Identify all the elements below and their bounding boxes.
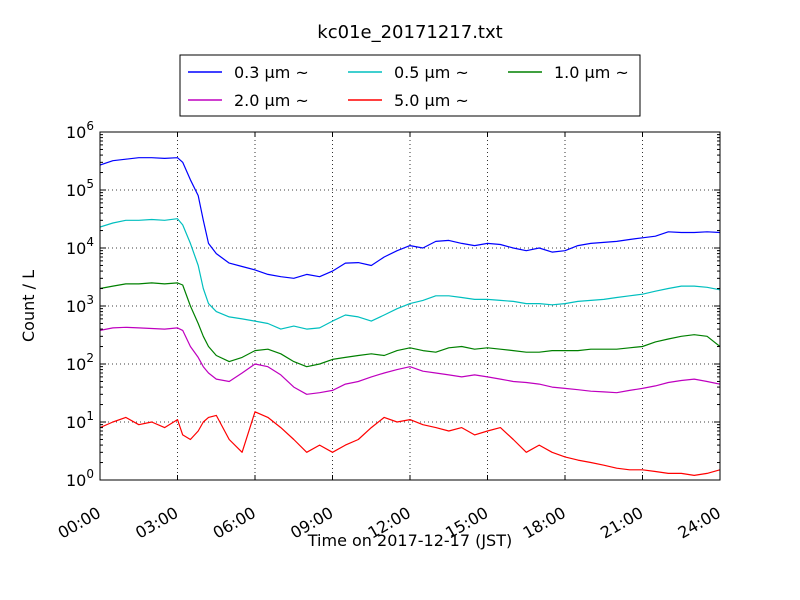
x-tick-label: 18:00: [520, 503, 569, 543]
x-tick-label: 24:00: [675, 503, 724, 543]
x-tick-label: 21:00: [597, 503, 646, 543]
x-tick-label: 06:00: [210, 503, 259, 543]
y-tick-label: 103: [66, 293, 94, 316]
y-tick-label: 106: [66, 119, 94, 142]
y-tick-label: 101: [66, 409, 94, 432]
legend-items: 0.3 μm ~ 0.5 μm ~ 1.0 μm ~ 2.0 μm ~ 5.0 μm ~: [188, 63, 629, 110]
ticks: [99, 131, 721, 481]
chart-title: kc01e_20171217.txt: [317, 22, 502, 43]
legend-box: [179, 54, 641, 117]
legend-label: 0.3 μm ~: [234, 63, 309, 82]
legend: 0.3 μm ~ 0.5 μm ~ 1.0 μm ~ 2.0 μm ~ 5.0 μm ~: [179, 54, 641, 117]
series-lines: [100, 157, 720, 476]
grid: [100, 132, 720, 480]
plot-area: 00:00 03:00 06:00 09:00 12:00 15:00 18:00 21:00…: [55, 119, 724, 543]
legend-label: 2.0 μm ~: [234, 91, 309, 110]
series-line-0: [100, 157, 720, 279]
legend-label: 0.5 μm ~: [394, 63, 469, 82]
y-tick-labels: 100 101 102 103 104 105 106: [66, 119, 94, 490]
y-tick-label: 104: [66, 235, 94, 258]
y-tick-label: 102: [66, 351, 94, 374]
series-line-3: [100, 326, 720, 395]
series-line-4: [100, 411, 720, 476]
x-axis-label: Time on 2017-12-17 (JST): [307, 531, 512, 550]
y-tick-label: 105: [66, 177, 94, 200]
y-axis-label: Count / L: [19, 270, 38, 342]
series-line-2: [100, 282, 720, 368]
legend-label: 1.0 μm ~: [554, 63, 629, 82]
series-line-1: [100, 218, 720, 330]
legend-label: 5.0 μm ~: [394, 91, 469, 110]
x-tick-label: 00:00: [55, 503, 104, 543]
x-tick-label: 03:00: [132, 503, 181, 543]
y-tick-label: 100: [66, 467, 94, 490]
